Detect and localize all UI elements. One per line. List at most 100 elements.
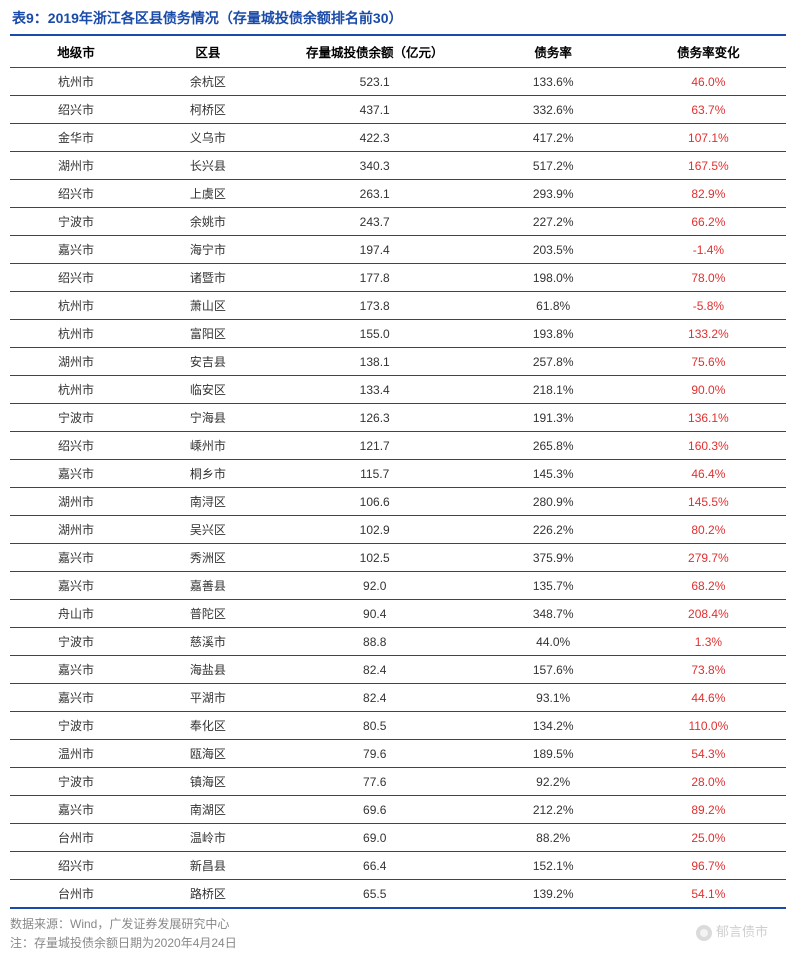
table-cell: 375.9% bbox=[476, 544, 631, 572]
table-cell: 152.1% bbox=[476, 852, 631, 880]
table-cell: 杭州市 bbox=[10, 68, 142, 96]
table-cell: -5.8% bbox=[631, 292, 786, 320]
table-cell: 106.6 bbox=[274, 488, 476, 516]
table-cell: 瓯海区 bbox=[142, 740, 274, 768]
table-cell: 68.2% bbox=[631, 572, 786, 600]
table-cell: 89.2% bbox=[631, 796, 786, 824]
table-cell: 293.9% bbox=[476, 180, 631, 208]
table-cell: 义乌市 bbox=[142, 124, 274, 152]
table-cell: 安吉县 bbox=[142, 348, 274, 376]
table-cell: 66.2% bbox=[631, 208, 786, 236]
table-cell: 82.9% bbox=[631, 180, 786, 208]
table-cell: 82.4 bbox=[274, 656, 476, 684]
table-cell: 198.0% bbox=[476, 264, 631, 292]
table-cell: 长兴县 bbox=[142, 152, 274, 180]
table-cell: 523.1 bbox=[274, 68, 476, 96]
table-cell: 奉化区 bbox=[142, 712, 274, 740]
table-cell: 422.3 bbox=[274, 124, 476, 152]
table-cell: 265.8% bbox=[476, 432, 631, 460]
table-row: 台州市路桥区65.5139.2%54.1% bbox=[10, 880, 786, 909]
table-cell: 上虞区 bbox=[142, 180, 274, 208]
table-cell: 102.9 bbox=[274, 516, 476, 544]
col-header-3: 债务率 bbox=[476, 35, 631, 68]
table-cell: 157.6% bbox=[476, 656, 631, 684]
table-cell: 嘉兴市 bbox=[10, 544, 142, 572]
table-cell: 普陀区 bbox=[142, 600, 274, 628]
table-cell: 133.6% bbox=[476, 68, 631, 96]
table-cell: 332.6% bbox=[476, 96, 631, 124]
table-cell: 96.7% bbox=[631, 852, 786, 880]
table-row: 绍兴市诸暨市177.8198.0%78.0% bbox=[10, 264, 786, 292]
table-cell: 嘉兴市 bbox=[10, 656, 142, 684]
table-cell: 绍兴市 bbox=[10, 432, 142, 460]
table-cell: 南湖区 bbox=[142, 796, 274, 824]
table-cell: 75.6% bbox=[631, 348, 786, 376]
table-row: 湖州市长兴县340.3517.2%167.5% bbox=[10, 152, 786, 180]
table-cell: 160.3% bbox=[631, 432, 786, 460]
table-row: 绍兴市新昌县66.4152.1%96.7% bbox=[10, 852, 786, 880]
table-row: 绍兴市嵊州市121.7265.8%160.3% bbox=[10, 432, 786, 460]
table-cell: 61.8% bbox=[476, 292, 631, 320]
table-row: 绍兴市上虞区263.1293.9%82.9% bbox=[10, 180, 786, 208]
table-cell: 吴兴区 bbox=[142, 516, 274, 544]
table-cell: 191.3% bbox=[476, 404, 631, 432]
table-cell: 嘉兴市 bbox=[10, 460, 142, 488]
table-cell: 121.7 bbox=[274, 432, 476, 460]
table-header-row: 地级市区县存量城投债余额（亿元）债务率债务率变化 bbox=[10, 35, 786, 68]
table-cell: 348.7% bbox=[476, 600, 631, 628]
table-cell: 嘉兴市 bbox=[10, 572, 142, 600]
table-cell: 280.9% bbox=[476, 488, 631, 516]
table-cell: 66.4 bbox=[274, 852, 476, 880]
table-row: 嘉兴市平湖市82.493.1%44.6% bbox=[10, 684, 786, 712]
table-cell: 萧山区 bbox=[142, 292, 274, 320]
col-header-1: 区县 bbox=[142, 35, 274, 68]
table-cell: 88.2% bbox=[476, 824, 631, 852]
table-row: 嘉兴市桐乡市115.7145.3%46.4% bbox=[10, 460, 786, 488]
table-cell: 102.5 bbox=[274, 544, 476, 572]
table-cell: 嘉兴市 bbox=[10, 796, 142, 824]
table-cell: 173.8 bbox=[274, 292, 476, 320]
table-cell: 90.0% bbox=[631, 376, 786, 404]
table-cell: 110.0% bbox=[631, 712, 786, 740]
table-cell: 宁波市 bbox=[10, 628, 142, 656]
table-cell: 宁海县 bbox=[142, 404, 274, 432]
table-cell: 44.0% bbox=[476, 628, 631, 656]
table-cell: 92.2% bbox=[476, 768, 631, 796]
table-cell: 嵊州市 bbox=[142, 432, 274, 460]
table-cell: 226.2% bbox=[476, 516, 631, 544]
table-cell: 197.4 bbox=[274, 236, 476, 264]
table-cell: 海宁市 bbox=[142, 236, 274, 264]
table-cell: 79.6 bbox=[274, 740, 476, 768]
table-cell: 145.5% bbox=[631, 488, 786, 516]
table-cell: 平湖市 bbox=[142, 684, 274, 712]
table-cell: 54.1% bbox=[631, 880, 786, 909]
table-cell: 路桥区 bbox=[142, 880, 274, 909]
table-cell: 134.2% bbox=[476, 712, 631, 740]
table-cell: 208.4% bbox=[631, 600, 786, 628]
table-cell: 宁波市 bbox=[10, 712, 142, 740]
table-cell: 25.0% bbox=[631, 824, 786, 852]
table-row: 嘉兴市海宁市197.4203.5%-1.4% bbox=[10, 236, 786, 264]
table-cell: 杭州市 bbox=[10, 320, 142, 348]
table-cell: 湖州市 bbox=[10, 152, 142, 180]
table-row: 舟山市普陀区90.4348.7%208.4% bbox=[10, 600, 786, 628]
table-cell: 温岭市 bbox=[142, 824, 274, 852]
table-cell: 80.5 bbox=[274, 712, 476, 740]
table-cell: 秀洲区 bbox=[142, 544, 274, 572]
table-cell: 嘉兴市 bbox=[10, 684, 142, 712]
watermark: 郁言债市 bbox=[10, 921, 786, 941]
watermark-icon bbox=[696, 925, 712, 941]
table-row: 嘉兴市海盐县82.4157.6%73.8% bbox=[10, 656, 786, 684]
table-row: 湖州市南浔区106.6280.9%145.5% bbox=[10, 488, 786, 516]
table-row: 宁波市慈溪市88.844.0%1.3% bbox=[10, 628, 786, 656]
table-row: 宁波市奉化区80.5134.2%110.0% bbox=[10, 712, 786, 740]
table-cell: 绍兴市 bbox=[10, 180, 142, 208]
table-cell: 湖州市 bbox=[10, 516, 142, 544]
table-cell: 340.3 bbox=[274, 152, 476, 180]
table-cell: 243.7 bbox=[274, 208, 476, 236]
table-cell: 203.5% bbox=[476, 236, 631, 264]
table-cell: 63.7% bbox=[631, 96, 786, 124]
table-cell: 临安区 bbox=[142, 376, 274, 404]
table-row: 湖州市吴兴区102.9226.2%80.2% bbox=[10, 516, 786, 544]
table-cell: 92.0 bbox=[274, 572, 476, 600]
